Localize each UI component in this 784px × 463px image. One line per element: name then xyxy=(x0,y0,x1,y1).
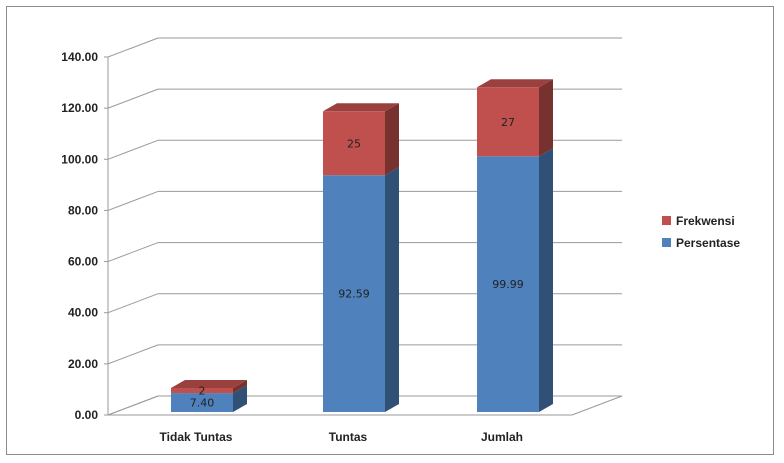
x-category-label: Jumlah xyxy=(481,430,523,444)
gridline-diagonal xyxy=(107,37,159,58)
data-label-persentase-0: 7.40 xyxy=(190,397,215,410)
y-tick-label: 140.00 xyxy=(61,50,98,64)
bar-persentase-1 xyxy=(323,175,385,412)
bar-frekwensi-0 xyxy=(171,387,233,394)
bar-top-0 xyxy=(171,379,247,388)
bar-frekwensi-2 xyxy=(477,87,539,157)
legend: Frekwensi Persentase xyxy=(662,214,740,250)
y-tick-label: 100.00 xyxy=(61,152,98,166)
y-tick-label: 20.00 xyxy=(68,357,98,371)
x-category-label: Tidak Tuntas xyxy=(160,430,233,444)
bar-top-1 xyxy=(323,103,399,112)
data-label-frekwensi-0: 2 xyxy=(199,385,206,398)
y-tick-label: 80.00 xyxy=(68,203,98,217)
y-tick-label: 40.00 xyxy=(68,306,98,320)
data-label-persentase-1: 92.59 xyxy=(338,288,370,301)
bar-persentase-0 xyxy=(171,393,233,412)
bar-side-frekwensi-1 xyxy=(385,103,399,176)
y-tick-label: 0.00 xyxy=(75,408,99,422)
gridline-diagonal xyxy=(107,293,159,314)
legend-swatch-frekwensi xyxy=(662,216,671,225)
gridline-diagonal xyxy=(107,88,159,109)
gridline-diagonal xyxy=(107,395,159,416)
y-tick-label: 120.00 xyxy=(61,101,98,115)
gridline-diagonal xyxy=(107,242,159,263)
data-label-persentase-2: 99.99 xyxy=(492,278,524,291)
data-label-frekwensi-1: 25 xyxy=(347,137,361,150)
legend-swatch-persentase xyxy=(662,238,671,247)
bar-frekwensi-1 xyxy=(323,111,385,176)
bar-side-persentase-2 xyxy=(539,148,553,412)
bar-side-frekwensi-2 xyxy=(539,79,553,157)
floor-right-edge xyxy=(571,395,623,416)
y-axis-tick-labels: 0.00 20.00 40.00 60.00 80.00 100.00 120.00 140.… xyxy=(61,50,98,422)
data-label-frekwensi-2: 27 xyxy=(501,116,515,129)
bar-side-frekwensi-0 xyxy=(233,379,247,394)
bar-persentase-2 xyxy=(477,156,539,412)
x-axis-category-labels: Tidak Tuntas Tuntas Jumlah xyxy=(160,430,523,444)
gridline-diagonal xyxy=(107,139,159,160)
x-category-label: Tuntas xyxy=(329,430,368,444)
bars: 7.402 92.59 25 99.99 27 xyxy=(171,79,553,412)
gridline-diagonal xyxy=(107,344,159,365)
bar-side-persentase-1 xyxy=(385,167,399,412)
legend-label-persentase: Persentase xyxy=(676,236,740,250)
bar-top-2 xyxy=(477,79,553,88)
y-tick-label: 60.00 xyxy=(68,255,98,269)
bar-side-persentase-0 xyxy=(233,385,247,412)
gridline-diagonal xyxy=(107,190,159,211)
legend-label-frekwensi: Frekwensi xyxy=(676,214,735,228)
